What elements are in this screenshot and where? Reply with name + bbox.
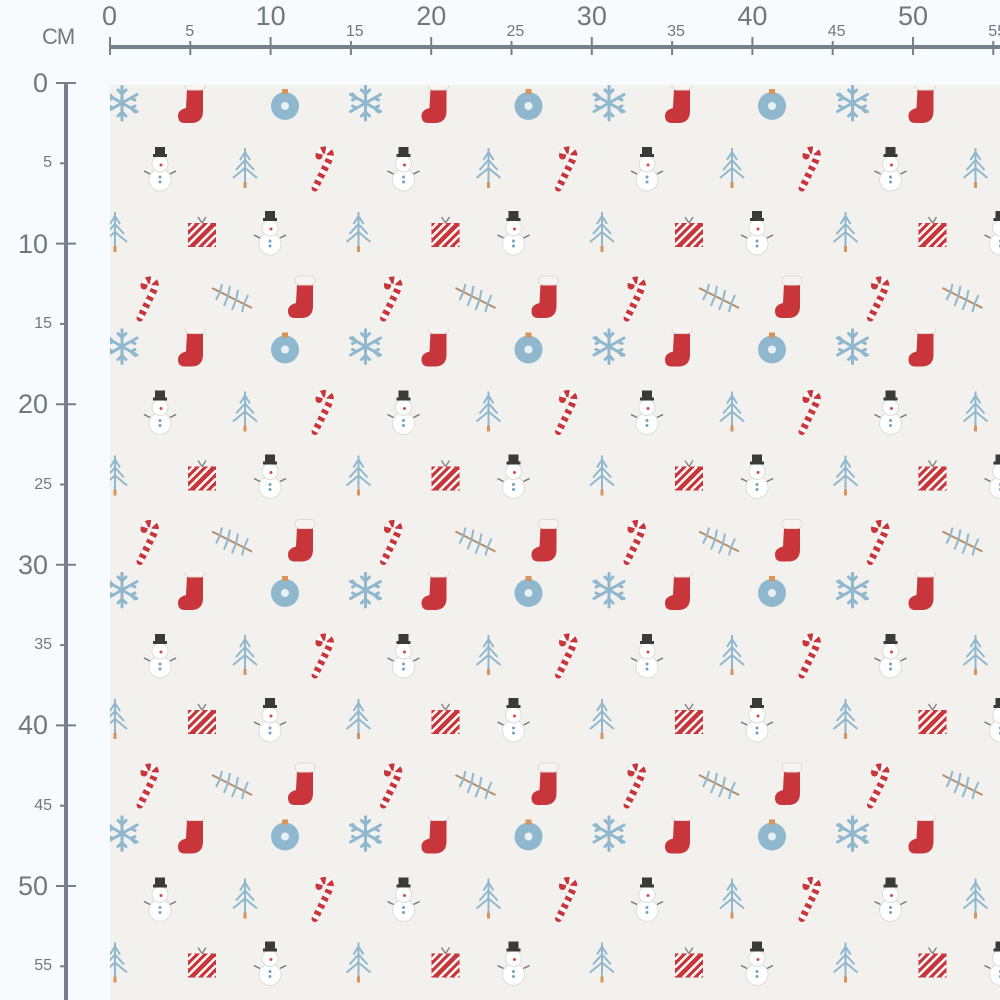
ruler-top-label: 0 [102, 1, 118, 31]
ruler-top-label: 10 [255, 1, 286, 31]
ruler-left-label: 35 [34, 636, 52, 654]
ruler-top-label: 15 [345, 23, 364, 40]
ruler-left-label: 20 [17, 389, 48, 420]
ruler-top-label: 20 [416, 1, 447, 31]
fabric-pattern [110, 85, 1000, 1000]
ruler-top-label: 25 [506, 23, 525, 40]
ruler-left-label: 5 [43, 154, 52, 172]
ruler-left-label: 15 [34, 314, 52, 332]
ruler-left-label: 10 [17, 228, 48, 259]
ruler-left-label: 30 [17, 549, 48, 580]
ruler-top-label: 35 [667, 23, 685, 40]
ruler-left-label: 40 [17, 710, 48, 741]
ruler-left-label: 50 [17, 871, 48, 901]
ruler-left-label: 45 [34, 796, 52, 814]
ruler-top-label: 45 [827, 23, 846, 40]
ruler-left-label: 55 [34, 957, 52, 975]
ruler-left-label: 25 [34, 475, 52, 493]
ruler-top-label: 30 [576, 1, 607, 31]
ruler-left-label: 0 [32, 68, 48, 98]
fabric-swatch [110, 85, 1000, 1000]
unit-label: CM [42, 24, 75, 49]
ruler-top-label: 50 [898, 1, 929, 31]
ruler-top-label: 5 [185, 23, 195, 40]
ruler-top-label: 55 [988, 23, 1000, 40]
ruler-top-label: 40 [737, 1, 768, 31]
